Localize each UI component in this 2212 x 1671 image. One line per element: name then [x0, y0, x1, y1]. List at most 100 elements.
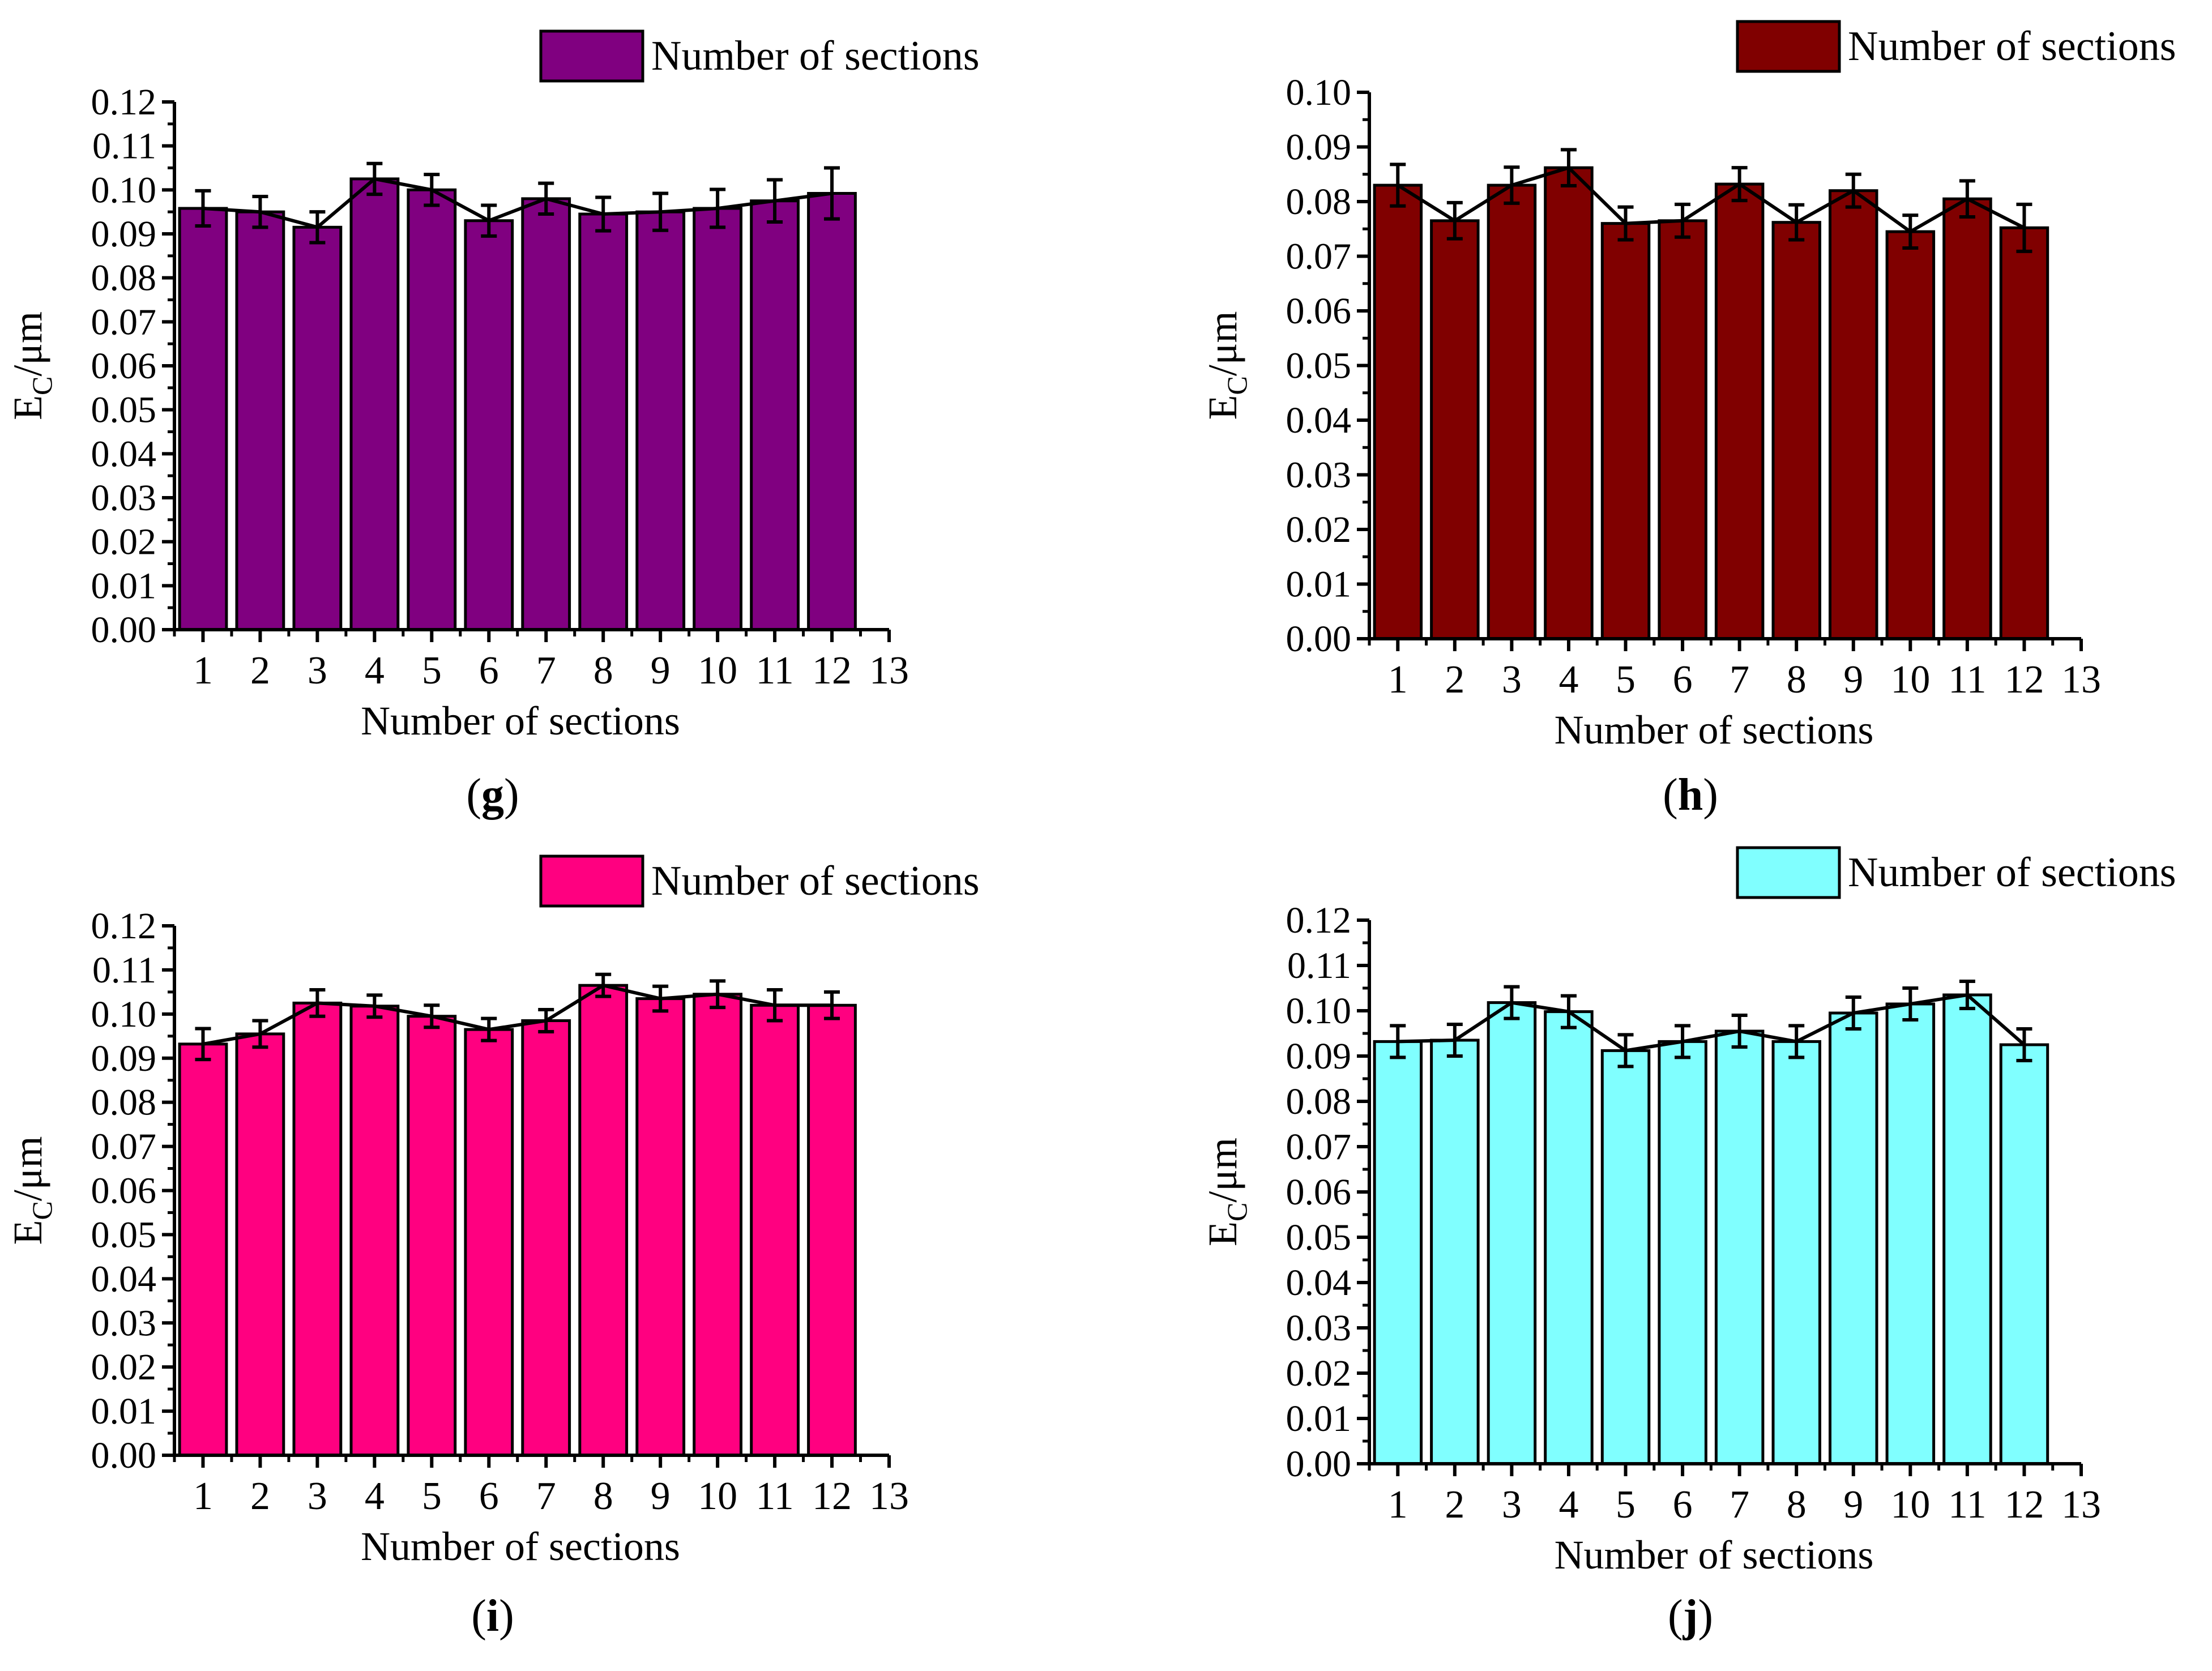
x-tick-label-i: 7	[536, 1475, 556, 1518]
x-tick-label-g: 13	[869, 649, 909, 693]
bar-j-1	[1373, 1040, 1423, 1465]
y-tick-label-h: 0.01	[1286, 564, 1352, 605]
error-bar-h-8	[1788, 203, 1805, 242]
error-bar-g-11	[767, 178, 783, 224]
x-tick-label-i: 4	[365, 1475, 385, 1518]
y-tick-label-h: 0.05	[1286, 345, 1352, 387]
panel-label-h: (h)	[1663, 770, 1718, 820]
x-tick-label-h: 11	[1948, 658, 1986, 702]
y-tick-label-g: 0.05	[91, 390, 157, 431]
y-tick-label-i: 0.10	[91, 994, 157, 1035]
legend-label-i: Number of sections	[651, 858, 980, 904]
error-bar-i-1	[195, 1027, 211, 1062]
bar-i-5	[407, 1015, 457, 1457]
y-tick-label-g: 0.10	[91, 169, 157, 211]
x-tick-label-i: 12	[812, 1475, 852, 1518]
legend-i: Number of sections	[539, 854, 980, 908]
bar-g-4	[349, 177, 400, 631]
x-tick-label-g: 1	[193, 649, 213, 693]
x-tick-label-g: 7	[536, 649, 556, 693]
x-tick-label-h: 13	[2061, 658, 2101, 702]
error-bar-j-10	[1902, 986, 1919, 1022]
x-tick-label-j: 6	[1673, 1483, 1693, 1527]
y-tick-label-g: 0.08	[91, 258, 157, 299]
legend-swatch-i	[539, 854, 644, 908]
y-tick-label-j: 0.01	[1286, 1398, 1352, 1439]
x-tick-label-g: 2	[250, 649, 270, 693]
error-bar-h-4	[1560, 148, 1577, 188]
x-tick-label-h: 5	[1616, 658, 1635, 702]
y-tick-label-j: 0.03	[1286, 1307, 1352, 1349]
error-bar-i-4	[366, 993, 383, 1019]
x-tick-label-h: 1	[1388, 658, 1408, 702]
error-bar-h-5	[1617, 205, 1634, 242]
error-bar-h-2	[1446, 200, 1463, 241]
panel-label-j: (j)	[1668, 1591, 1713, 1641]
error-bar-i-12	[824, 990, 840, 1020]
bar-h-3	[1487, 183, 1537, 640]
bar-h-6	[1658, 219, 1707, 640]
series-line-j	[1398, 993, 2026, 1053]
error-bar-h-11	[1959, 179, 1975, 219]
x-tick-label-i: 1	[193, 1475, 213, 1518]
bar-i-11	[750, 1003, 800, 1457]
bar-g-11	[750, 199, 800, 631]
bar-j-4	[1544, 1010, 1594, 1465]
x-tick-label-g: 11	[755, 649, 793, 693]
x-tick-label-h: 4	[1558, 658, 1578, 702]
chart-panel-i: 0.000.010.020.030.040.050.060.070.080.09…	[5, 854, 980, 1641]
bar-i-4	[349, 1005, 400, 1457]
y-tick-label-g: 0.02	[91, 522, 157, 563]
error-bar-h-10	[1902, 213, 1919, 250]
error-bar-j-12	[2016, 1027, 2032, 1062]
x-tick-label-g: 5	[422, 649, 442, 693]
bar-h-4	[1544, 166, 1594, 640]
error-bar-g-3	[309, 210, 326, 245]
error-bar-i-7	[538, 1008, 554, 1033]
bar-g-7	[521, 197, 571, 631]
legend-h: Number of sections	[1736, 20, 2176, 73]
bar-g-6	[464, 219, 514, 631]
x-axis-title-h: Number of sections	[1555, 707, 1874, 753]
y-tick-label-j: 0.12	[1286, 900, 1352, 941]
y-tick-label-j: 0.00	[1286, 1443, 1352, 1485]
x-tick-label-g: 4	[365, 649, 385, 693]
error-bar-g-12	[824, 166, 840, 221]
series-line-i	[202, 983, 832, 1046]
legend-swatch-h	[1736, 20, 1841, 73]
x-tick-label-j: 9	[1843, 1483, 1863, 1527]
y-tick-label-g: 0.06	[91, 345, 157, 387]
x-tick-label-g: 6	[479, 649, 499, 693]
error-bar-i-8	[595, 972, 612, 998]
bar-h-5	[1600, 222, 1651, 640]
x-tick-label-i: 13	[869, 1475, 909, 1518]
error-bar-j-6	[1675, 1024, 1691, 1059]
x-tick-label-i: 3	[308, 1475, 327, 1518]
y-tick-label-i: 0.06	[91, 1170, 157, 1212]
y-tick-label-i: 0.01	[91, 1391, 157, 1432]
legend-label-g: Number of sections	[651, 33, 980, 79]
error-bar-i-3	[309, 988, 326, 1018]
y-tick-label-i: 0.04	[91, 1258, 157, 1300]
legend-swatch-g	[539, 29, 644, 83]
bar-g-10	[693, 207, 742, 631]
x-tick-label-h: 8	[1787, 658, 1807, 702]
y-tick-label-i: 0.12	[91, 905, 157, 947]
y-tick-label-i: 0.03	[91, 1302, 157, 1344]
bar-i-9	[635, 997, 686, 1457]
y-tick-label-h: 0.00	[1286, 618, 1352, 660]
x-tick-label-i: 11	[755, 1475, 793, 1518]
error-bar-j-1	[1390, 1024, 1406, 1059]
y-tick-label-g: 0.09	[91, 213, 157, 255]
x-axis-title-i: Number of sections	[361, 1524, 680, 1569]
error-bar-j-2	[1446, 1023, 1463, 1058]
x-tick-label-h: 12	[2004, 658, 2044, 702]
y-tick-label-h: 0.09	[1286, 127, 1352, 168]
error-bar-h-6	[1675, 202, 1691, 239]
y-axis-title-g: EC/μm	[5, 311, 58, 420]
series-line-g	[203, 177, 832, 229]
x-tick-label-h: 2	[1445, 658, 1464, 702]
x-tick-label-h: 10	[1890, 658, 1930, 702]
x-tick-label-j: 4	[1558, 1483, 1578, 1527]
